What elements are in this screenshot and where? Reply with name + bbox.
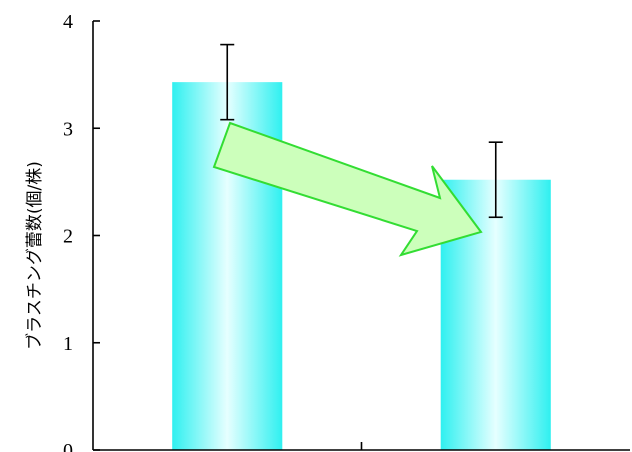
y-axis-title: ブラスチング蕾数(個/株) [24, 161, 45, 350]
y-ticks: 0 1 2 3 4 [63, 11, 363, 452]
y-tick-label: 3 [63, 118, 73, 140]
y-tick-label: 4 [63, 11, 73, 33]
y-tick-label: 1 [63, 333, 73, 355]
y-tick-label: 2 [63, 226, 73, 248]
error-bars-layer [220, 43, 503, 219]
decrease-arrow-icon [212, 121, 483, 257]
y-tick-label: 0 [63, 440, 73, 452]
